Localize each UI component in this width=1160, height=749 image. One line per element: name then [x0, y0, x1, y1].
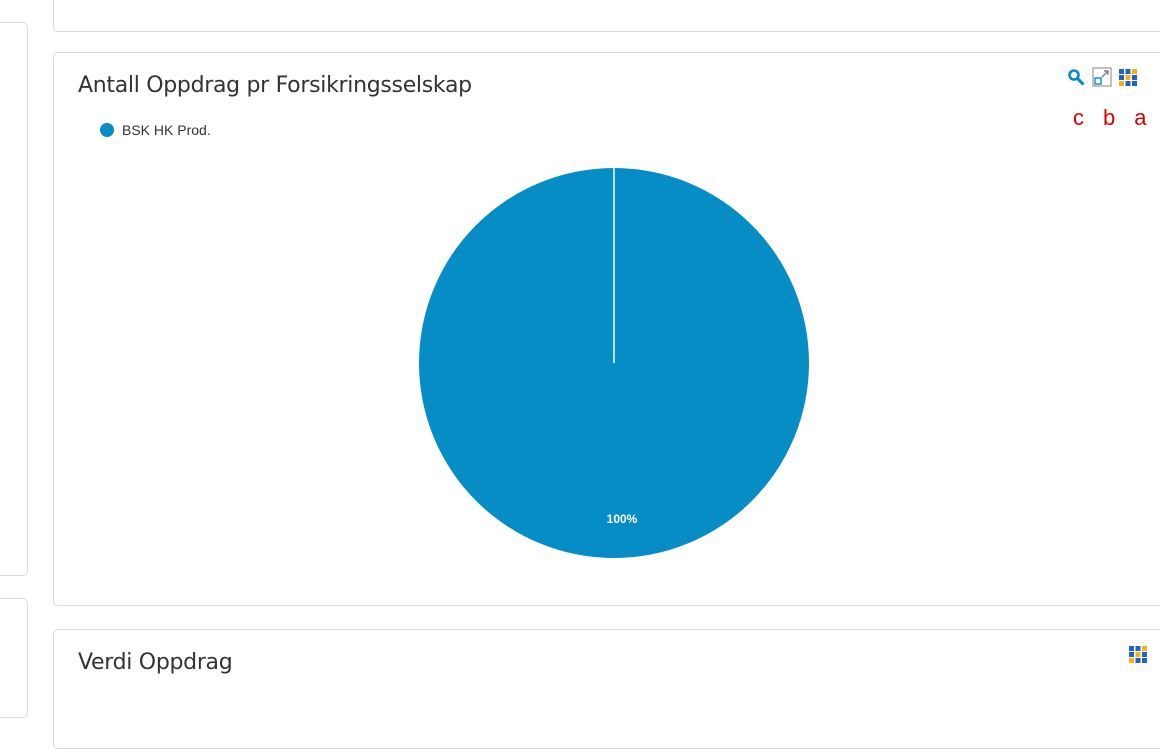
legend-label: BSK HK Prod.: [122, 122, 211, 138]
legend-swatch: [100, 123, 114, 137]
card-title: Antall Oppdrag pr Forsikringsselskap: [78, 73, 472, 98]
annotation-mark-a: a: [1134, 105, 1147, 130]
pie-data-label: 100%: [607, 512, 638, 526]
card-title-verdi: Verdi Oppdrag: [78, 650, 233, 675]
chart-card: Antall Oppdrag pr Forsikringsselskap BSK…: [53, 52, 1160, 606]
chart-legend[interactable]: BSK HK Prod.: [100, 122, 211, 138]
card-toolbar-verdi: [1128, 644, 1148, 664]
annotation-mark-b: b: [1103, 105, 1116, 130]
annotation-mark-c: c: [1073, 105, 1084, 130]
search-icon[interactable]: [1066, 67, 1086, 87]
grid-icon[interactable]: [1128, 644, 1148, 664]
left-panel-fragment-lower: [0, 598, 28, 718]
top-card-fragment: [53, 0, 1160, 32]
annotation-marks: c b a: [1073, 105, 1147, 131]
pie-chart: 100%: [419, 168, 809, 558]
grid-icon[interactable]: [1118, 67, 1138, 87]
verdi-card: Verdi Oppdrag: [53, 629, 1160, 749]
left-panel-fragment: [0, 22, 28, 576]
resize-icon[interactable]: [1092, 67, 1112, 87]
card-toolbar: [1066, 67, 1138, 87]
